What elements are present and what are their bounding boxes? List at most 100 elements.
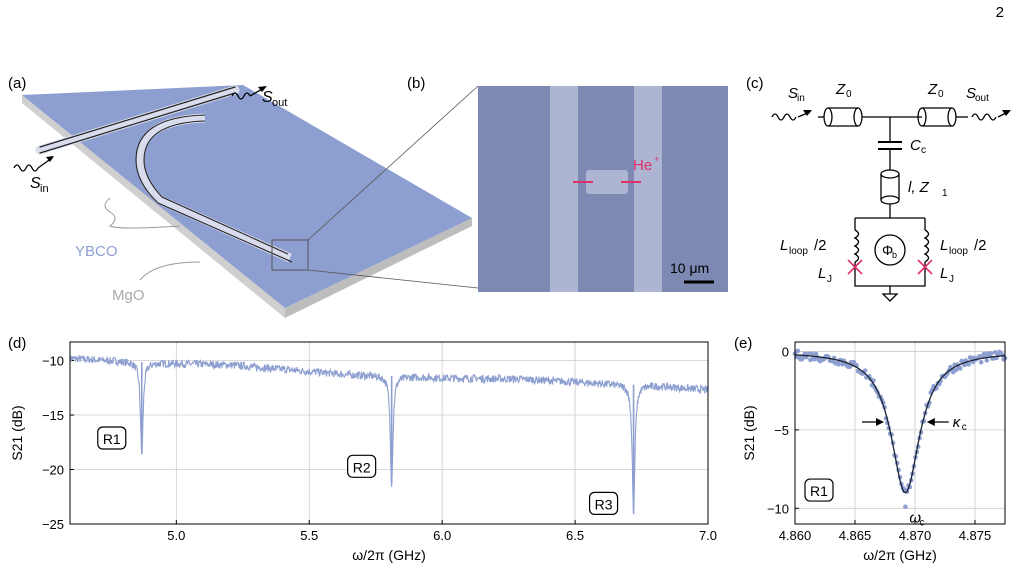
junction-right-icon [917, 259, 933, 275]
e-tag: R1 [810, 483, 828, 499]
e-data-point [966, 362, 971, 367]
scale-label: 10 μm [670, 260, 709, 276]
e-data-point [809, 351, 815, 356]
d-xtick-label: 6.5 [566, 528, 584, 543]
d-tag-R3: R3 [595, 496, 613, 512]
d-ytick-label: −25 [42, 517, 64, 532]
c-cc-sub: c [921, 145, 926, 156]
e-ytick-label: 0 [782, 344, 789, 359]
d-ytick-label: −10 [42, 354, 64, 369]
z0-right-cylinder [922, 107, 952, 127]
e-omega-sub: c [919, 518, 924, 529]
c-s-in-sub: in [797, 93, 805, 104]
ground-icon [881, 293, 899, 302]
mgo-side-front [22, 95, 285, 318]
d-xlabel: ω/2π (GHz) [352, 547, 425, 563]
input-wave-icon [13, 164, 39, 172]
circuit-diagram: S in S out Z 0 Z 0 C c l, Z 1 L loop /2 … [771, 81, 1011, 302]
d-frame [69, 341, 709, 525]
chart-d: 5.0 5.5 6.0 6.5 7.0 −10 −15 −20 −25 ω/2π (GHz) S21… [9, 341, 717, 563]
c-lj-left: L [818, 265, 826, 282]
c-lloop-left-sub: loop [789, 246, 808, 257]
c-phi-sub: b [892, 250, 897, 260]
e-data-point [984, 358, 990, 363]
e-kappa-sub: c [962, 422, 967, 433]
c-z0-left-sub: 0 [846, 89, 852, 100]
d-tag-box-R2 [347, 454, 377, 478]
mgo-side-right [285, 218, 472, 318]
e-data-point [978, 359, 984, 365]
panel-label-e: (e) [734, 335, 753, 352]
c-lj-right-sub: J [949, 274, 954, 285]
panel-label-c: (c) [746, 75, 764, 92]
d-xtick-label: 5.0 [167, 528, 185, 543]
e-data-point [988, 351, 994, 356]
a-s-in: S [30, 175, 41, 192]
panel-label-d: (d) [8, 335, 27, 352]
e-xtick-label: 4.860 [779, 528, 812, 543]
d-xtick-label: 5.5 [300, 528, 318, 543]
c-lloop-right-suffix: /2 [974, 237, 987, 254]
c-s-out: S [966, 85, 976, 102]
he-sup: + [654, 154, 659, 164]
d-tag-R2: R2 [353, 459, 371, 475]
a-s-in-sub: in [40, 183, 49, 195]
c-lloop-left: L [780, 237, 788, 254]
e-xtick-label: 4.870 [899, 528, 932, 543]
e-data-point [795, 348, 801, 354]
strip-right [634, 86, 662, 292]
mgo-pointer [139, 261, 201, 281]
c-z0-right-sub: 0 [938, 89, 944, 100]
d-ytick-label: −15 [42, 408, 64, 423]
c-phi: Φ [882, 242, 893, 258]
a-s-out: S [262, 89, 273, 106]
zoom-box [271, 239, 309, 271]
d-tag-box-R3 [588, 491, 619, 515]
c-output-wave-icon [971, 113, 997, 121]
c-input-wave-icon [771, 113, 797, 121]
ybco-label: YBCO [75, 243, 118, 260]
e-arrowhead-right-icon [926, 418, 935, 427]
e-data-point [836, 362, 841, 367]
d-tag-R1: R1 [103, 431, 121, 447]
e-data-point [903, 504, 908, 510]
e-fit-curve [794, 354, 1006, 494]
c-lloop-left-suffix: /2 [814, 237, 827, 254]
e-arrowhead-left-icon [876, 418, 884, 427]
micrograph: He + 10 μm [478, 86, 728, 292]
e-xtick-label: 4.865 [839, 528, 872, 543]
c-iz1: l, Z [908, 179, 930, 196]
c-iz1-sub: 1 [942, 188, 948, 199]
a-s-out-sub: out [272, 97, 287, 109]
ybco-pointer [104, 197, 181, 229]
he-label: He [633, 157, 652, 174]
c-lloop-right-sub: loop [949, 246, 968, 257]
mgo-label: MgO [112, 287, 145, 304]
zoom-line-bottom [307, 269, 479, 289]
e-xlabel: ω/2π (GHz) [863, 547, 936, 563]
d-tag-box-R1 [97, 426, 127, 450]
e-ytick-label: −5 [774, 423, 789, 438]
e-ytick-label: −10 [767, 501, 789, 516]
junction-left-icon [847, 259, 863, 275]
loop-inductor-left [853, 229, 860, 263]
e-kappa-label: κ [953, 414, 962, 431]
e-data-point [962, 362, 967, 368]
c-lj-left-sub: J [827, 274, 832, 285]
z0-left-cylinder [828, 107, 858, 127]
d-ylabel: S21 (dB) [9, 405, 25, 460]
resonator [135, 113, 293, 263]
feedline [35, 85, 240, 155]
e-data-point [953, 367, 959, 373]
panel-label-b: (b) [407, 75, 426, 92]
device-illustration: S in S out YBCO MgO [13, 85, 479, 318]
output-wave-icon [231, 92, 251, 100]
d-s21-trace [69, 353, 709, 515]
c-z0-right: Z [927, 81, 938, 98]
c-s-in: S [788, 85, 798, 102]
chart-e: 4.860 4.865 4.870 4.875 0 −5 −10 ω/2π (GHz) S21 … [741, 341, 1008, 563]
e-frame [794, 341, 1006, 525]
flux-circle-icon [874, 234, 906, 266]
ybco-substrate [22, 85, 472, 308]
junction-bridge [586, 170, 628, 194]
